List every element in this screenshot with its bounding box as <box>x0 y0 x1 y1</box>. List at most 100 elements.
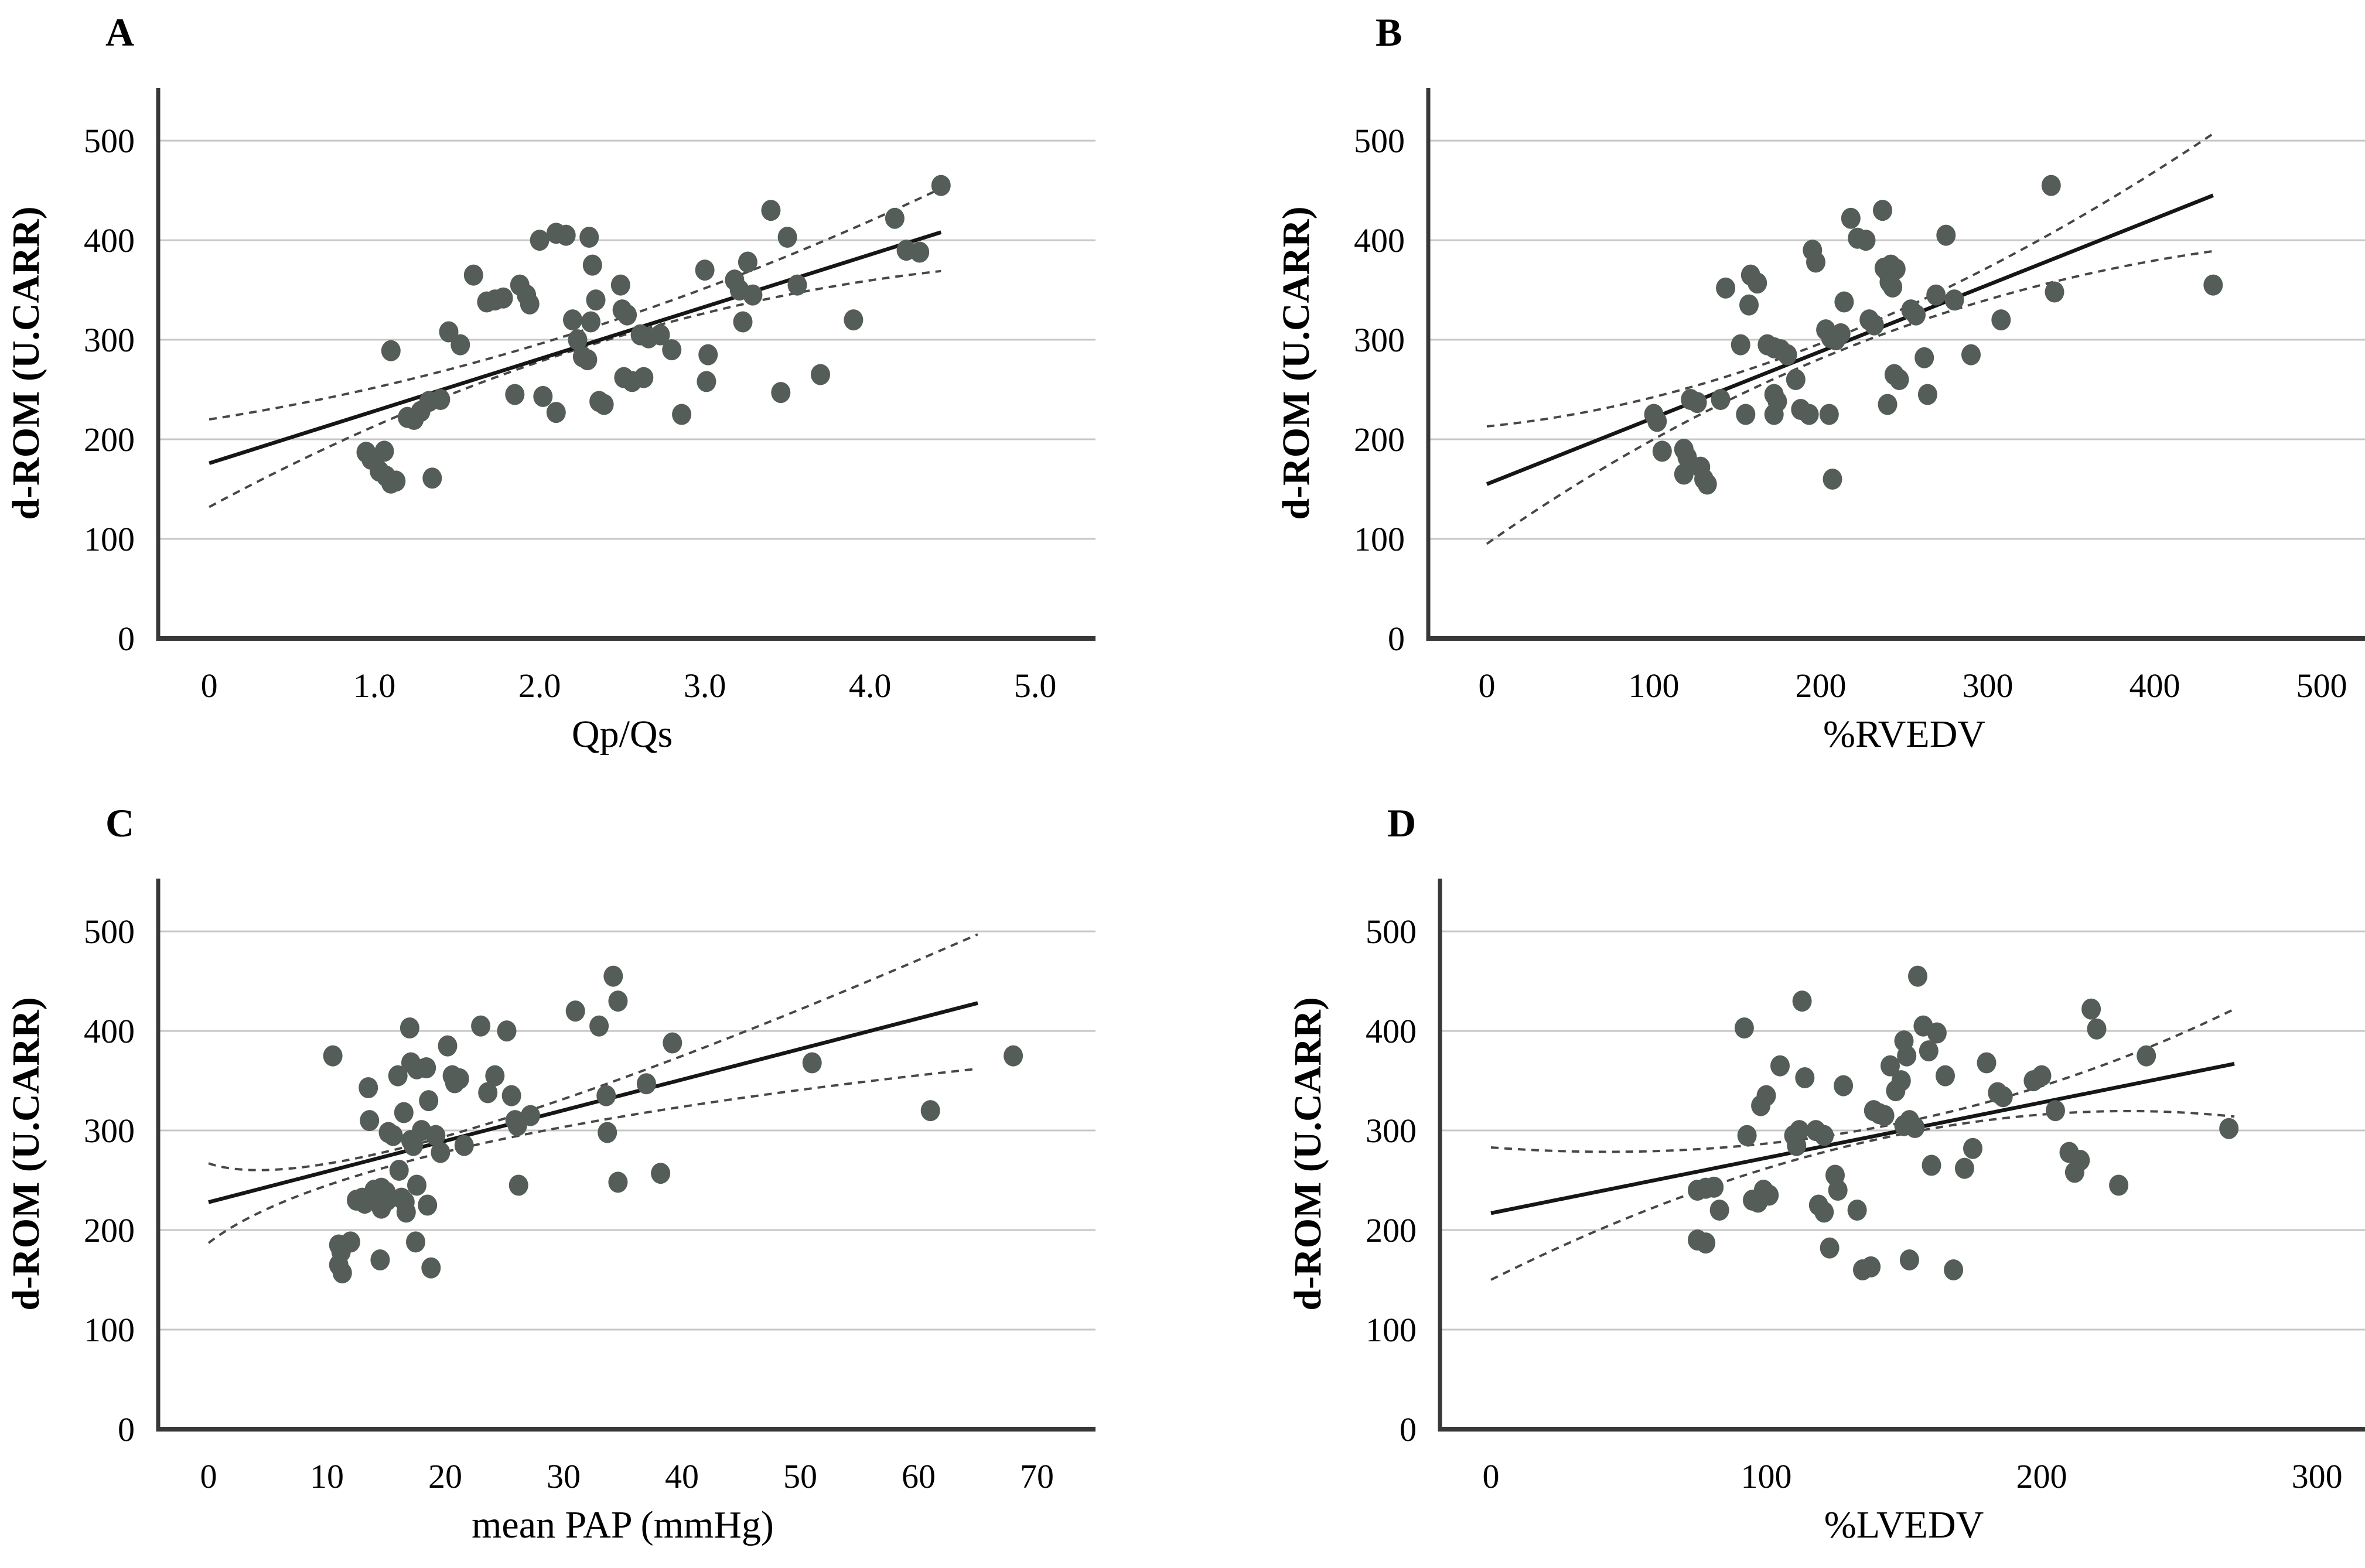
data-point <box>1847 1200 1867 1221</box>
data-point <box>565 1000 585 1022</box>
data-point <box>777 227 797 248</box>
data-point <box>381 340 401 361</box>
y-tick-label: 400 <box>84 221 135 259</box>
data-point <box>419 1090 439 1112</box>
data-point <box>533 385 553 407</box>
data-point <box>2109 1174 2129 1196</box>
y-tick-label: 200 <box>84 1211 135 1249</box>
data-point <box>1004 1045 1023 1067</box>
data-point <box>586 289 606 311</box>
data-point <box>1748 272 1767 294</box>
data-point <box>2046 1100 2065 1122</box>
gridlines <box>158 930 1096 1331</box>
data-point <box>431 1142 451 1163</box>
data-point <box>1897 1045 1917 1067</box>
data-point <box>497 1020 517 1042</box>
y-tick-label: 500 <box>84 122 135 160</box>
data-point <box>431 389 451 410</box>
data-points <box>1644 175 2223 495</box>
data-point <box>383 1125 403 1146</box>
data-point <box>1873 200 1892 221</box>
y-tick-label: 100 <box>1366 1311 1417 1349</box>
data-point <box>1674 463 1694 485</box>
data-point <box>1770 1055 1790 1077</box>
data-point <box>388 1065 408 1087</box>
x-tick-label: 1.0 <box>353 667 396 705</box>
ci-upper-line <box>1486 132 2214 428</box>
data-point <box>1861 1256 1881 1277</box>
data-point <box>1908 965 1927 987</box>
gridlines <box>158 139 1096 540</box>
scatter-chart-d: 0 100 200 300 400 500 0 100 200 300 %LVEDV d-ROM (U… <box>1286 801 2365 1546</box>
y-tick-label: 100 <box>84 1311 135 1349</box>
data-points <box>1688 965 2239 1280</box>
y-tick-label: 0 <box>1400 1410 1417 1449</box>
y-tick-label: 200 <box>84 421 135 459</box>
data-point <box>1764 404 1784 425</box>
x-tick-label: 300 <box>1963 667 2014 705</box>
data-point <box>1823 469 1842 490</box>
data-point <box>1926 284 1946 306</box>
data-point <box>582 254 602 276</box>
data-point <box>1944 289 1964 311</box>
y-tick-label: 100 <box>1354 520 1405 558</box>
data-point <box>1936 1065 1955 1087</box>
data-point <box>2219 1118 2239 1139</box>
data-point <box>811 364 830 385</box>
data-point <box>634 367 654 388</box>
x-tick-label: 0 <box>200 1457 217 1495</box>
data-point <box>1792 990 1812 1012</box>
data-point <box>1716 277 1736 299</box>
data-point <box>787 274 807 296</box>
data-point <box>1889 369 1909 390</box>
x-tick-label: 100 <box>1741 1457 1792 1495</box>
data-point <box>485 1065 505 1087</box>
y-tick-label: 300 <box>1366 1112 1417 1150</box>
data-point <box>451 334 470 356</box>
gridlines <box>1428 139 2365 540</box>
data-point <box>1891 1070 1911 1092</box>
data-point <box>920 1100 940 1122</box>
data-point <box>418 1194 438 1216</box>
data-point <box>1711 389 1731 410</box>
scatter-chart-b: 0 100 200 300 400 500 0 100 200 300 400 500 %RVEDV d-… <box>1275 10 2365 756</box>
x-tick-label: 400 <box>2129 667 2180 705</box>
data-point <box>598 1122 617 1143</box>
data-point <box>1864 314 1884 336</box>
data-point <box>650 324 670 346</box>
scatter-chart-a: 0 100 200 300 400 500 0 1.0 2.0 3.0 4.0 5.0 Qp/Qs d-R… <box>5 10 1096 756</box>
x-tick-label: 3.0 <box>684 667 726 705</box>
data-point <box>1795 1067 1815 1088</box>
y-tick-label: 400 <box>1366 1012 1417 1050</box>
x-tick-label: 40 <box>665 1457 699 1495</box>
x-tick-label: 30 <box>547 1457 581 1495</box>
data-point <box>439 321 459 343</box>
data-point <box>520 293 540 315</box>
data-point <box>651 1163 671 1184</box>
data-point <box>636 1073 656 1095</box>
data-point <box>1806 251 1825 273</box>
regression-line <box>1490 1061 2235 1215</box>
ci-lower-line <box>207 1067 978 1244</box>
data-point <box>556 224 576 246</box>
data-points <box>323 965 1023 1284</box>
data-point <box>1919 1040 1939 1062</box>
x-tick-label: 50 <box>783 1457 817 1495</box>
data-point <box>509 1174 528 1196</box>
data-point <box>1737 1125 1757 1146</box>
panel-c-meanpap: 0 100 200 300 400 500 0 10 20 30 40 50 60 70 mean PAP … <box>0 779 1211 1568</box>
data-point <box>340 1231 360 1253</box>
data-point <box>802 1052 822 1074</box>
data-point <box>501 1085 521 1106</box>
x-tick-label: 10 <box>310 1457 344 1495</box>
data-point <box>698 344 718 365</box>
data-point <box>1875 1105 1895 1126</box>
data-point <box>603 965 623 987</box>
data-point <box>2041 175 2061 196</box>
data-point <box>931 175 951 196</box>
panel-d-lvedv: 0 100 200 300 400 500 0 100 200 300 %LVEDV d-ROM (U… <box>1211 779 2365 1568</box>
data-point <box>1906 304 1926 326</box>
y-tick-label: 500 <box>1354 122 1405 160</box>
scatter-chart-c: 0 100 200 300 400 500 0 10 20 30 40 50 60 70 mean PAP … <box>5 801 1096 1546</box>
